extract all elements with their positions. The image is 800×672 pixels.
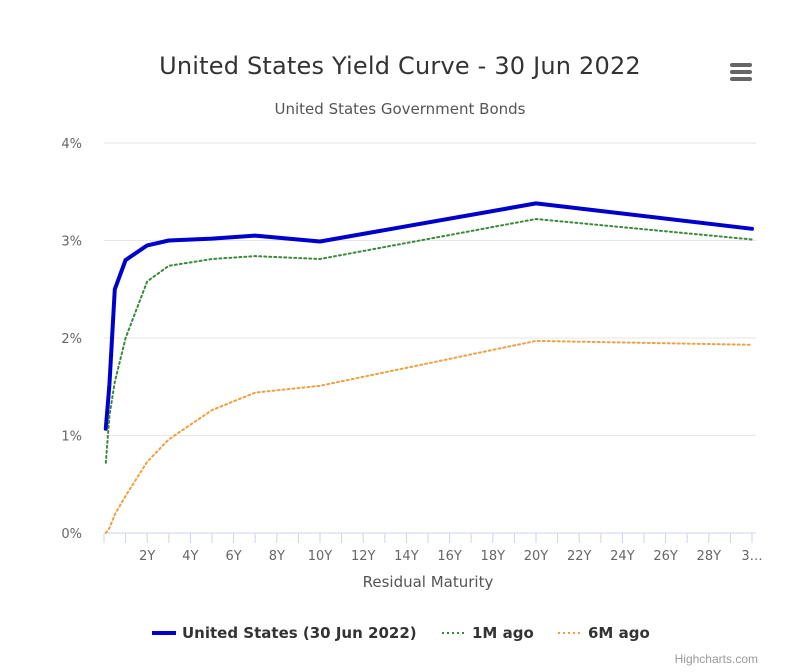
legend-label: 1M ago (472, 624, 534, 642)
legend-label: 6M ago (588, 624, 650, 642)
x-tick-label: 3… (741, 549, 762, 564)
series-lines (103, 201, 754, 534)
hamburger-menu-icon[interactable] (726, 58, 756, 86)
legend-item[interactable]: United States (30 Jun 2022) (152, 624, 417, 642)
x-tick-label: 4Y (182, 549, 198, 564)
x-tick-label: 8Y (269, 549, 285, 564)
grid-lines (104, 142, 756, 534)
credits-link[interactable]: Highcharts.com (674, 652, 758, 666)
x-tick-label: 6Y (225, 549, 241, 564)
chart-subtitle: United States Government Bonds (274, 100, 526, 118)
x-tick-label: 20Y (524, 549, 549, 564)
x-tick-label: 18Y (481, 549, 506, 564)
x-tick-label: 14Y (394, 549, 419, 564)
x-tick-label: 16Y (437, 549, 462, 564)
legend-item[interactable]: 6M ago (558, 624, 650, 642)
legend-item[interactable]: 1M ago (442, 624, 534, 642)
x-tick-label: 26Y (653, 549, 678, 564)
y-tick-label: 3% (61, 235, 82, 250)
series-line-0 (103, 201, 754, 431)
x-axis-title: Residual Maturity (363, 573, 494, 591)
x-tick-label: 28Y (697, 549, 722, 564)
chart-title: United States Yield Curve - 30 Jun 2022 (159, 52, 641, 80)
series-line-1 (104, 218, 753, 464)
legend-label: United States (30 Jun 2022) (182, 624, 417, 642)
x-tick-label: 22Y (567, 549, 592, 564)
series-line-2 (104, 339, 753, 534)
y-tick-label: 0% (61, 527, 82, 542)
y-tick-label: 2% (61, 332, 82, 347)
x-tick-label: 24Y (610, 549, 635, 564)
legend: United States (30 Jun 2022) 1M ago 6M ago (152, 624, 650, 642)
y-tick-label: 4% (61, 137, 82, 152)
x-tick-label: 12Y (351, 549, 376, 564)
axes: 0% 1% 2% 3% 4% 2Y 4Y 6Y 8Y 10Y 12Y 14Y 16Y 18Y 20Y 22Y 2… (61, 137, 762, 591)
x-tick-label: 2Y (139, 549, 155, 564)
y-tick-label: 1% (61, 430, 82, 445)
x-tick-label: 10Y (308, 549, 333, 564)
